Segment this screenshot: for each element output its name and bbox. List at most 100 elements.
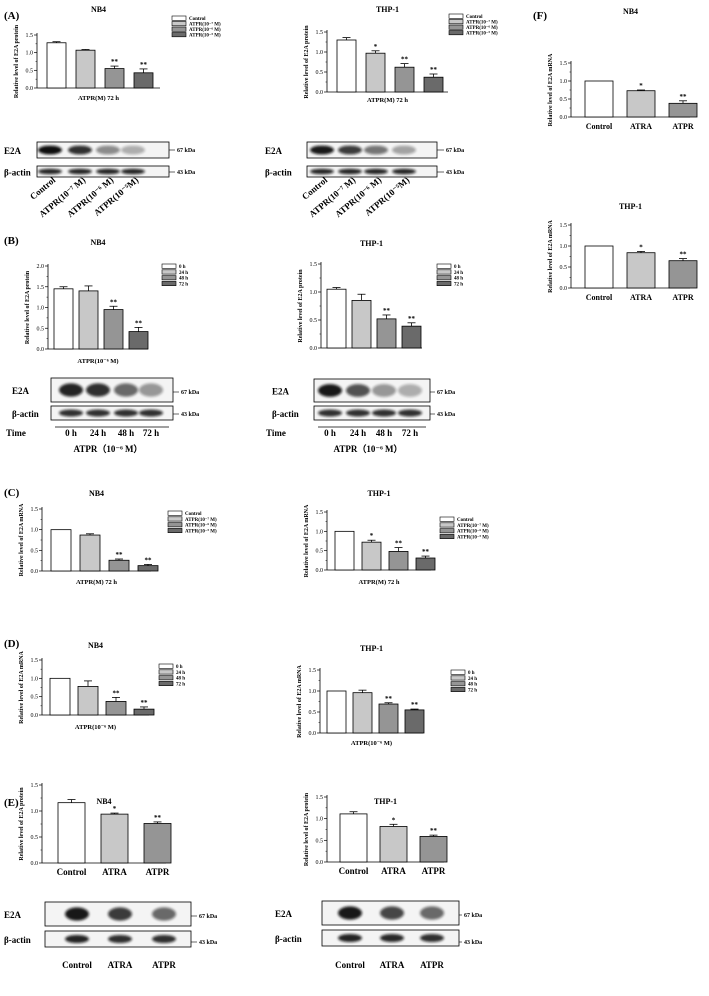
legend-swatch (171, 15, 187, 21)
bar (584, 245, 614, 289)
y-tick-label: 1.5 (316, 795, 324, 801)
legend-label: 72 h (176, 682, 185, 687)
bar (100, 813, 129, 864)
panel-label: (B) (4, 235, 19, 247)
y-tick-label: 0.5 (309, 710, 317, 716)
y-tick-label: 1.0 (37, 306, 45, 312)
kda-label: 67 kDa (177, 148, 195, 154)
legend-label: 72 h (179, 282, 188, 287)
bar (351, 299, 372, 349)
legend-swatch (167, 528, 183, 534)
bar (668, 102, 698, 118)
y-tick-label: 1.5 (316, 510, 324, 516)
x-axis-label: ATPR(M) 72 h (76, 579, 117, 586)
lane-label: ATRA (380, 960, 405, 970)
legend-swatch (158, 669, 174, 675)
legend-swatch (436, 263, 452, 269)
band (318, 409, 342, 417)
significance-mark: * (392, 816, 396, 824)
y-axis-label: Relative level of E2A mRNA (19, 651, 25, 724)
y-tick-label: 1.5 (560, 61, 568, 67)
chart-title: THP-1 (619, 202, 642, 211)
y-tick-label: 0.0 (31, 861, 39, 867)
bar (626, 252, 656, 289)
legend-label: 48 h (176, 677, 185, 682)
y-tick-label: 0.0 (316, 860, 324, 866)
band (121, 145, 145, 155)
bar (379, 826, 408, 863)
legend-swatch (161, 269, 177, 275)
band (59, 383, 83, 397)
significance-mark: ** (154, 814, 162, 822)
y-tick-label: 1.5 (309, 668, 317, 674)
kda-label: 43 kDa (181, 412, 199, 418)
bar (365, 52, 386, 93)
band (121, 168, 145, 175)
band (364, 168, 388, 175)
bar (78, 290, 99, 350)
chart-title: THP-1 (374, 797, 397, 806)
chart-title: NB4 (89, 489, 104, 498)
y-tick-label: 1.5 (31, 658, 39, 664)
kda-label: 43 kDa (464, 940, 482, 946)
significance-mark: * (639, 243, 643, 251)
band (420, 906, 444, 920)
legend-swatch (439, 534, 455, 540)
kda-label: 67 kDa (437, 390, 455, 396)
y-tick-label: 1.5 (37, 285, 45, 291)
significance-mark: * (113, 805, 117, 813)
chart-title: THP-1 (360, 644, 383, 653)
bar (404, 709, 425, 734)
band (380, 934, 404, 942)
chart-d1: 0.0 0.5 1.0 1.5 Relative level of E2A mRNA NB… (4, 638, 185, 731)
y-tick-label: 0.0 (316, 90, 324, 96)
y-tick-label: 0.5 (316, 549, 324, 555)
legend-label: ATPR(10⁻⁶ M) (185, 523, 217, 529)
kda-label: 67 kDa (181, 390, 199, 396)
category-label: ATRA (381, 866, 406, 876)
category-label: ATPR (672, 293, 693, 302)
legend-label: ATPR(10⁻⁵ M) (466, 31, 498, 37)
y-tick-label: 0.0 (31, 713, 39, 719)
bar (376, 318, 397, 349)
bar (361, 541, 382, 571)
chart-title: NB4 (90, 238, 105, 247)
legend-label: 24 h (179, 271, 188, 276)
y-tick-label: 1.0 (31, 676, 39, 682)
legend-label: 72 h (454, 282, 463, 287)
legend-label: ATPR(10⁻⁷ M) (185, 517, 217, 523)
significance-mark: ** (422, 548, 430, 556)
category-label: ATRA (102, 867, 127, 877)
legend-label: ATPR(10⁻⁷ M) (466, 20, 498, 26)
legend: 0 h24 h48 h72 h (436, 263, 463, 287)
time-label: Time (266, 428, 286, 438)
significance-mark: * (370, 532, 374, 540)
legend-swatch (171, 21, 187, 27)
y-axis-label: Relative level of E2A protein (14, 24, 20, 98)
legend-swatch (161, 281, 177, 286)
y-tick-label: 0.5 (316, 838, 324, 844)
lane-label: 72 h (143, 428, 159, 438)
y-tick-label: 0.0 (31, 569, 39, 575)
legend-swatch (161, 275, 177, 281)
legend-label: 72 h (468, 688, 477, 693)
lane-label: 0 h (324, 428, 336, 438)
chart-title: NB4 (623, 7, 638, 16)
legend-label: ATPR(10⁻⁷ M) (457, 523, 489, 529)
y-tick-label: 1.0 (31, 528, 39, 534)
chart-title: NB4 (88, 641, 103, 650)
band (86, 383, 110, 397)
bar (133, 708, 155, 716)
x-axis-label: ATPR(10⁻⁶ M) (75, 724, 116, 731)
bar (108, 559, 130, 572)
y-tick-label: 0.5 (560, 97, 568, 103)
lane-label: ATPR(10⁻⁵M) (92, 175, 140, 218)
y-axis-label: Relative level of E2A protein (304, 792, 310, 866)
y-axis-label: Relative level of E2A mRNA (304, 504, 310, 577)
band (392, 145, 416, 155)
band (152, 935, 176, 943)
lane-label: ATPR(10⁻⁶ M) (333, 175, 383, 219)
